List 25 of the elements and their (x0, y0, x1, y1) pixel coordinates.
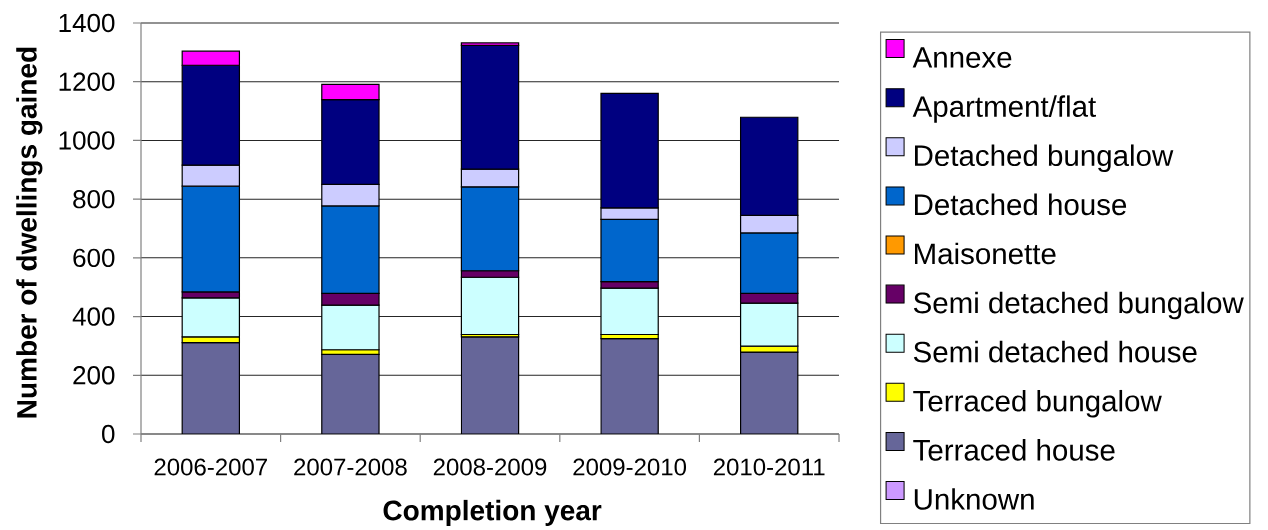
x-tick-label: 2008-2009 (433, 458, 547, 476)
y-tick-label: 800 (73, 189, 115, 209)
y-tick-label: 200 (73, 366, 115, 385)
x-tick-label: 2010-2011 (713, 458, 825, 476)
y-tick-label: 600 (73, 248, 115, 268)
y-tick-label: 0 (102, 424, 115, 444)
y-tick-label: 1000 (59, 131, 115, 150)
x-tick-label: 2009-2010 (573, 458, 687, 476)
legend-label: Unknown (914, 488, 1034, 510)
y-axis-title: Number of dwellings gained (16, 47, 43, 418)
legend-label: Apartment/flat (912, 95, 1096, 123)
y-tick-label: 400 (72, 307, 115, 326)
legend-label: Detached bungalow (915, 144, 1174, 172)
legend-label: Semi detached bungalow (913, 291, 1244, 320)
legend-label: Semi detached house (913, 340, 1197, 363)
x-tick-label: 2007-2008 (294, 458, 407, 476)
y-tick-label: 1400 (59, 13, 115, 33)
y-tick-label: 1200 (59, 72, 115, 91)
legend-label: Terraced bungalow (913, 389, 1162, 418)
legend-label: Terraced house (913, 439, 1115, 461)
legend-label: Detached house (915, 193, 1127, 216)
x-axis-title: Completion year (383, 499, 602, 526)
x-tick-label: 2006-2007 (154, 458, 267, 476)
legend-label: Maisonette (915, 242, 1056, 265)
legend-label: Annexe (912, 47, 1012, 68)
